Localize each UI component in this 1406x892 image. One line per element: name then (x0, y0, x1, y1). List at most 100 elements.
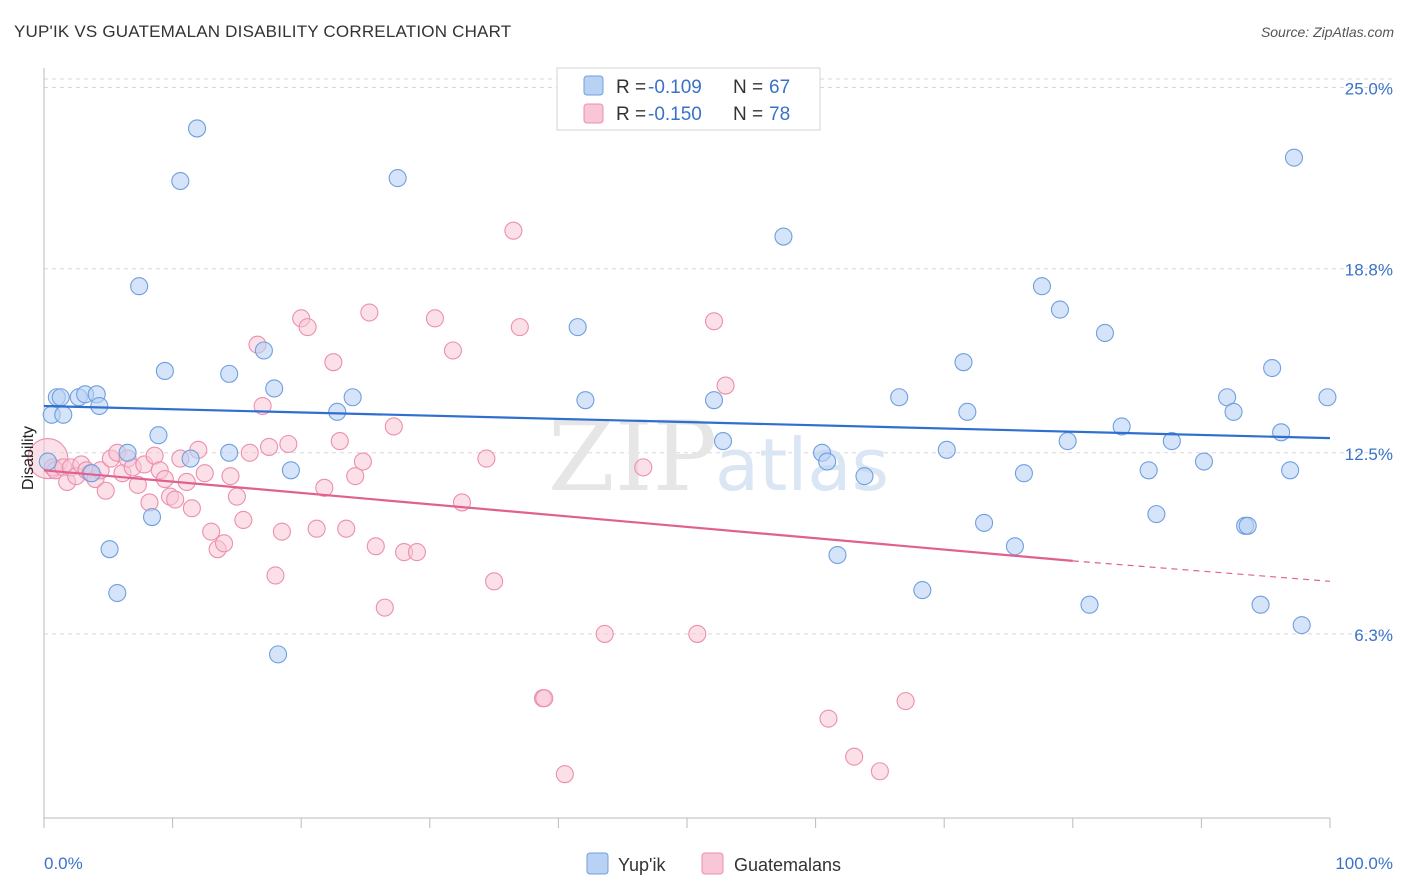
yupik-point (388, 169, 407, 188)
yupik-point (281, 461, 300, 480)
guatemalans-point (346, 467, 365, 486)
yupik-point (576, 391, 595, 410)
guatemalans-point (155, 470, 174, 489)
guatemalans-point (595, 624, 614, 643)
yupik-point (1272, 423, 1291, 442)
yupik-point (130, 277, 149, 296)
yupik-point (149, 426, 168, 445)
yupik-point (1284, 148, 1304, 167)
guatemalans-point (128, 475, 147, 494)
yupik-point (1162, 432, 1181, 451)
guatemalans-point (353, 452, 372, 471)
guatemalans-point (166, 490, 185, 509)
yupik-point (328, 402, 347, 421)
yupik-point (181, 449, 200, 468)
yupik-point (828, 545, 847, 565)
yupik-point (1238, 516, 1257, 535)
yupik-point (90, 396, 109, 416)
bottom-legend-guatemalans: Guatemalans (734, 855, 841, 875)
guatemalans-point (870, 762, 889, 781)
yupik-point (1194, 452, 1214, 471)
yupik-point (1112, 417, 1131, 436)
yupik-point (913, 581, 932, 600)
guatemalans-point (384, 417, 403, 436)
yupik-point (54, 405, 73, 424)
yupik-point (1080, 595, 1099, 614)
yupik-point (855, 467, 874, 486)
guatemalans-point (716, 376, 735, 395)
guatemalans-point (704, 312, 724, 331)
guatemalans-point (182, 499, 201, 518)
y-axis-title: Disability (20, 426, 37, 490)
legend: R = -0.109 N = 67 R = -0.150 N = 78 (556, 67, 821, 131)
guatemalans-point (259, 437, 279, 456)
yupik-point (155, 361, 174, 381)
yupik-point (1251, 595, 1270, 614)
yupik-point (890, 388, 909, 407)
guatemalans-point (407, 543, 426, 562)
yupik-point (818, 452, 837, 471)
yupik-point (108, 583, 127, 603)
legend-r-value-yupik: -0.109 (648, 77, 702, 98)
bottom-legend-swatch-yupik (586, 852, 609, 875)
y-tick-label: 18.8% (1345, 261, 1393, 280)
x-tick-label-min: 0.0% (44, 854, 83, 873)
guatemalans-point (477, 449, 496, 468)
yupik-point (954, 353, 973, 372)
gridlines (44, 78, 1392, 635)
guatemalans-point (279, 434, 298, 454)
y-tick-label: 6.3% (1354, 626, 1393, 645)
source-label: Source: ZipAtlas.com (1260, 24, 1394, 40)
yupik-point (568, 318, 587, 337)
x-tick-label-max: 100.0% (1335, 854, 1393, 873)
trend-lines (43, 404, 1331, 582)
yupik-point (1058, 432, 1077, 451)
guatemalans-point (221, 467, 240, 486)
guatemalans-point (688, 624, 707, 643)
yupik-point (269, 645, 288, 664)
guatemalans-trend-extension (1072, 560, 1331, 582)
bottom-legend: Yup'ik Guatemalans (586, 852, 841, 875)
guatemalans-points (27, 221, 915, 784)
yupik-point (1014, 464, 1033, 483)
yupik-point (1139, 461, 1158, 480)
yupik-point (265, 379, 284, 398)
guatemalans-point (253, 396, 272, 416)
bottom-legend-yupik: Yup'ik (618, 855, 666, 875)
legend-n-value-yupik: 67 (769, 77, 790, 98)
guatemalans-trend-line (43, 469, 1073, 562)
guatemalans-point (195, 464, 214, 483)
yupik-point (171, 171, 190, 191)
legend-r-value-guatemalans: -0.150 (648, 104, 702, 125)
y-tick-label: 25.0% (1345, 80, 1393, 99)
watermark-atlas: atlas (715, 423, 889, 507)
yupik-point (187, 119, 207, 138)
guatemalans-point (360, 303, 379, 322)
yupik-point (100, 540, 119, 559)
legend-n-label-yupik: N = (733, 77, 763, 98)
guatemalans-point (425, 309, 444, 328)
guatemalans-point (234, 510, 253, 530)
tick-labels: 6.3% 12.5% 18.8% 25.0% 0.0% 100.0% (44, 80, 1393, 873)
yupik-point (1263, 358, 1282, 378)
guatemalans-point (324, 353, 343, 372)
yupik-point (937, 440, 956, 459)
yupik-point (958, 402, 977, 421)
yupik-point (975, 513, 994, 532)
guatemalans-point (315, 478, 334, 497)
yupik-point (1005, 537, 1024, 556)
guatemalans-point (202, 522, 221, 541)
yupik-point (343, 388, 362, 407)
guatemalans-point (330, 432, 349, 451)
yupik-point (1292, 616, 1311, 635)
guatemalans-point (504, 221, 523, 240)
y-tick-label: 12.5% (1345, 445, 1393, 464)
yupik-point (118, 443, 137, 462)
yupik-point (774, 227, 793, 246)
yupik-point (713, 432, 733, 451)
legend-r-label-guatemalans: R = (616, 104, 646, 125)
guatemalans-point (819, 709, 838, 728)
chart-title: YUP'IK VS GUATEMALAN DISABILITY CORRELAT… (14, 22, 512, 41)
yupik-points (38, 119, 1337, 664)
